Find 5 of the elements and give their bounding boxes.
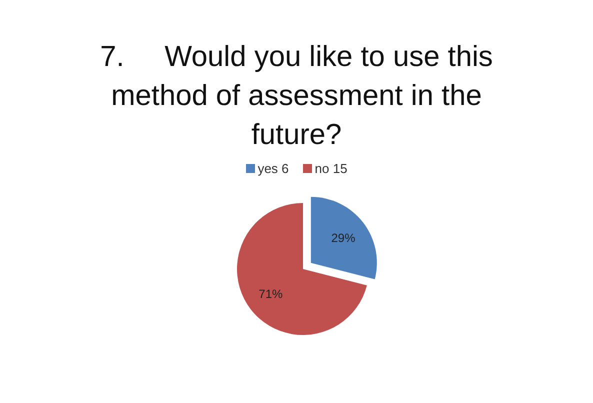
data-label: 71%	[258, 287, 283, 302]
chart-title: 7. Would you like to use this method of assessment in the future?	[99, 40, 494, 153]
data-label: 29%	[331, 230, 356, 245]
legend-label: yes 6	[256, 161, 289, 176]
legend-label: no 15	[314, 161, 348, 176]
